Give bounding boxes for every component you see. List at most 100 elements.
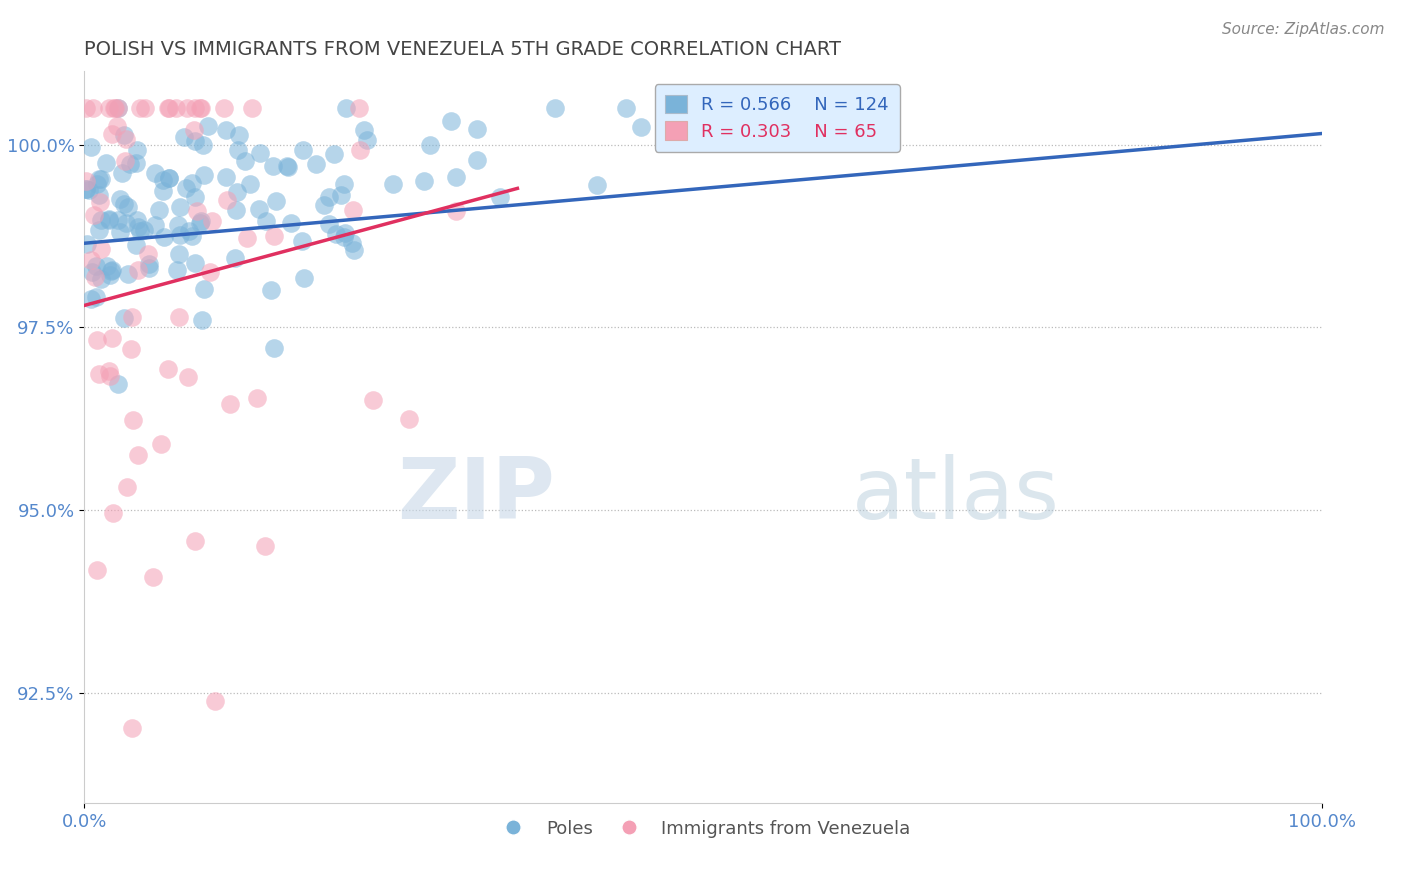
Point — [240, 101, 263, 115]
Point — [83, 208, 105, 222]
Point — [181, 229, 204, 244]
Point — [98, 212, 121, 227]
Point — [89, 171, 111, 186]
Point — [347, 101, 370, 115]
Point — [177, 369, 200, 384]
Point — [381, 177, 404, 191]
Point — [465, 122, 488, 136]
Point — [108, 193, 131, 207]
Point — [225, 203, 247, 218]
Point — [264, 194, 287, 208]
Point — [98, 268, 121, 282]
Point — [97, 101, 120, 115]
Point — [112, 128, 135, 142]
Point — [117, 480, 139, 494]
Point — [291, 235, 314, 249]
Point — [117, 200, 139, 214]
Point — [166, 263, 188, 277]
Point — [214, 170, 236, 185]
Point — [444, 203, 467, 218]
Point — [80, 265, 103, 279]
Point — [115, 132, 138, 146]
Point — [236, 231, 259, 245]
Point — [77, 183, 100, 197]
Point — [249, 146, 271, 161]
Point — [114, 216, 136, 230]
Point — [186, 204, 208, 219]
Point — [80, 140, 103, 154]
Point — [239, 178, 262, 192]
Point — [291, 143, 314, 157]
Point — [98, 213, 121, 227]
Point — [184, 190, 207, 204]
Point — [312, 198, 335, 212]
Point — [191, 138, 214, 153]
Point — [86, 259, 108, 273]
Point — [766, 101, 789, 115]
Point — [114, 154, 136, 169]
Point — [84, 290, 107, 304]
Point — [90, 243, 112, 257]
Point — [630, 120, 652, 135]
Point — [107, 376, 129, 391]
Point — [585, 178, 607, 193]
Point — [98, 368, 121, 383]
Point — [305, 157, 328, 171]
Point — [276, 159, 298, 173]
Point — [143, 166, 166, 180]
Point — [157, 171, 180, 186]
Point — [122, 412, 145, 426]
Text: Source: ZipAtlas.com: Source: ZipAtlas.com — [1222, 22, 1385, 37]
Point — [86, 333, 108, 347]
Point — [446, 170, 468, 185]
Point — [121, 310, 143, 325]
Point — [342, 203, 364, 218]
Point — [103, 506, 125, 520]
Point — [190, 312, 212, 326]
Point — [188, 101, 211, 115]
Point — [80, 252, 103, 267]
Point — [87, 367, 110, 381]
Point — [127, 219, 149, 234]
Point — [179, 224, 201, 238]
Point — [318, 190, 340, 204]
Point — [156, 361, 179, 376]
Point — [544, 101, 567, 115]
Text: ZIP: ZIP — [396, 454, 554, 537]
Point — [75, 182, 97, 196]
Point — [118, 157, 141, 171]
Point — [101, 127, 124, 141]
Point — [174, 181, 197, 195]
Point — [193, 168, 215, 182]
Point — [100, 264, 122, 278]
Point — [260, 283, 283, 297]
Point — [292, 270, 315, 285]
Point — [76, 236, 98, 251]
Point — [263, 341, 285, 355]
Point — [333, 226, 356, 240]
Point — [169, 228, 191, 243]
Point — [418, 138, 440, 153]
Point — [340, 235, 363, 250]
Text: POLISH VS IMMIGRANTS FROM VENEZUELA 5TH GRADE CORRELATION CHART: POLISH VS IMMIGRANTS FROM VENEZUELA 5TH … — [84, 39, 841, 59]
Point — [142, 570, 165, 584]
Point — [489, 190, 512, 204]
Point — [138, 257, 160, 271]
Point — [219, 397, 242, 411]
Point — [217, 193, 239, 207]
Point — [197, 120, 219, 134]
Point — [90, 271, 112, 285]
Point — [152, 184, 174, 198]
Point — [183, 256, 205, 270]
Point — [198, 265, 221, 279]
Point — [318, 217, 340, 231]
Point — [157, 170, 180, 185]
Point — [152, 173, 174, 187]
Point — [125, 238, 148, 252]
Point — [87, 188, 110, 202]
Point — [188, 216, 211, 230]
Point — [127, 448, 149, 462]
Point — [136, 247, 159, 261]
Point — [343, 243, 366, 257]
Point — [356, 133, 378, 147]
